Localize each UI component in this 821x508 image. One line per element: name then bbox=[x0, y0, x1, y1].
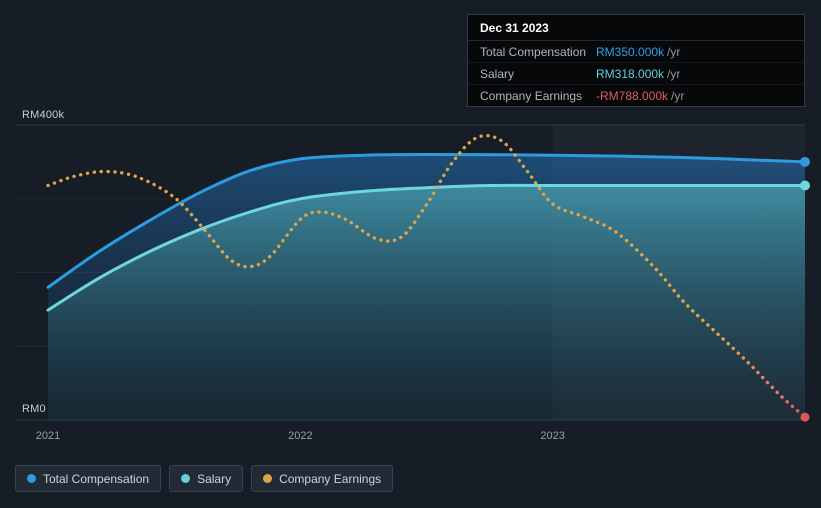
company-earnings-endpoint-marker bbox=[800, 412, 810, 422]
tooltip-label: Salary bbox=[480, 67, 515, 81]
x-tick-2021: 2021 bbox=[35, 430, 61, 442]
tooltip-rows: Total Compensation RM350.000k/yr Salary RM3… bbox=[468, 41, 804, 106]
salary-dot bbox=[181, 474, 191, 483]
total-compensation-line bbox=[46, 153, 807, 289]
total-compensation-dot bbox=[27, 474, 36, 483]
legend-item-total-compensation[interactable]: Total Compensation bbox=[15, 465, 162, 492]
y-axis-label-top: RM400k bbox=[22, 109, 65, 121]
tooltip-row-total-compensation: Total Compensation RM350.000k/yr bbox=[468, 41, 804, 63]
tooltip-row-company-earnings: Company Earnings -RM788.000k/yr bbox=[468, 85, 804, 106]
tooltip-label: Total Compensation bbox=[480, 45, 587, 59]
salary-line bbox=[46, 183, 807, 312]
x-tick-2022: 2022 bbox=[288, 430, 313, 442]
tooltip-value: RM350.000k bbox=[596, 45, 665, 59]
y-axis-label-bottom: RM0 bbox=[22, 403, 46, 415]
legend-item-salary[interactable]: Salary bbox=[169, 465, 244, 492]
company-earnings-line bbox=[46, 133, 807, 419]
salary-endpoint-marker bbox=[800, 180, 810, 191]
legend-item-company-earnings[interactable]: Company Earnings bbox=[251, 465, 394, 492]
legend-label: Total Compensation bbox=[43, 471, 150, 486]
tooltip-value-suffix: /yr bbox=[671, 89, 685, 103]
tooltip-date: Dec 31 2023 bbox=[468, 15, 804, 41]
tooltip-value: -RM788.000k bbox=[596, 89, 669, 103]
total-compensation-endpoint-marker bbox=[800, 156, 810, 167]
tooltip: Dec 31 2023 Total Compensation RM350.000k… bbox=[467, 14, 805, 107]
legend: Total Compensation Salary Company Earnings bbox=[15, 465, 394, 492]
legend-label: Company Earnings bbox=[279, 471, 382, 486]
x-tick-2023: 2023 bbox=[540, 430, 565, 442]
tooltip-value: RM318.000k bbox=[596, 67, 665, 81]
company-earnings-dot bbox=[263, 474, 273, 483]
tooltip-label: Company Earnings bbox=[480, 89, 583, 103]
tooltip-value-suffix: /yr bbox=[667, 45, 681, 59]
salary-area bbox=[48, 185, 805, 420]
tooltip-value-suffix: /yr bbox=[667, 67, 681, 81]
tooltip-row-salary: Salary RM318.000k/yr bbox=[468, 63, 804, 85]
legend-label: Salary bbox=[197, 471, 232, 486]
